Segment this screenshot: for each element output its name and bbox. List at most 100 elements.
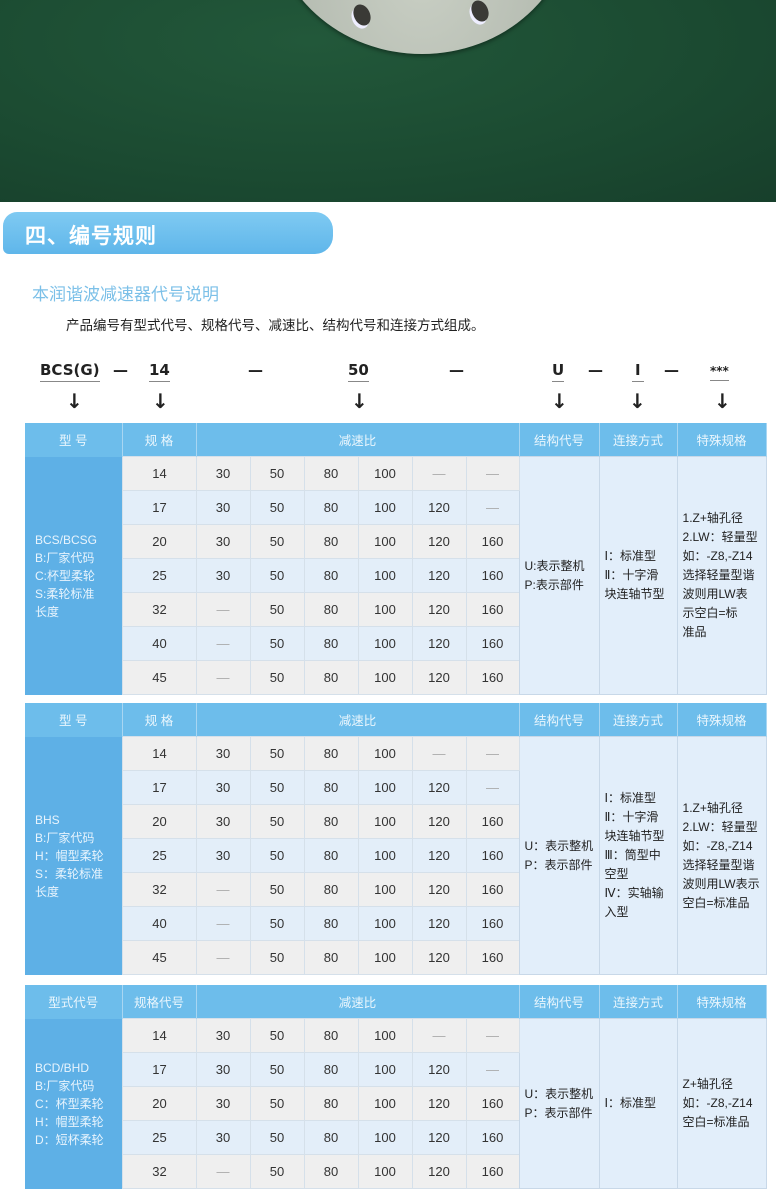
column-header: 结构代号 <box>519 703 600 737</box>
ratio-cell: 50 <box>249 1086 305 1121</box>
table-row: 20 30 50 80 100 120 160 <box>25 804 766 839</box>
table-row: 40—50 80 100 120 160 <box>25 906 766 941</box>
table-row: 17 30 50 80 100 120— <box>25 770 766 805</box>
ratio-cell: — <box>195 626 251 661</box>
ratio-cell: 30 <box>195 804 251 839</box>
type-code-text: BCS/BCSG B:厂家代码 C:杯型柔轮 S:柔轮标准 长度 <box>35 532 98 619</box>
spec-table-2: 型 号规 格减速比 结构代号 连接方式 特殊规格 BHS B:厂家代码 H：帽型柔轮 S… <box>25 703 767 975</box>
ratio-cell: 160 <box>465 872 520 907</box>
table-row: 40—50 80 100 120 160 <box>25 626 766 661</box>
ratio-cell: 160 <box>465 626 520 661</box>
ratio-cell: 160 <box>465 838 520 873</box>
ratio-cell: 50 <box>249 1154 305 1189</box>
ratio-cell: 80 <box>303 626 359 661</box>
special-spec-cell: Z+轴孔径 如：-Z8,-Z14 空白=标准品 <box>676 1018 767 1189</box>
ratio-cell: 80 <box>303 490 359 525</box>
structure-code-cell: U：表示整机 P：表示部件 <box>518 736 600 975</box>
ratio-cell: 120 <box>411 1086 467 1121</box>
ratio-cell: 100 <box>357 1086 413 1121</box>
arrow-down-icon: ↓ <box>629 389 646 413</box>
table-header-row: 型 号规 格减速比 结构代号 连接方式 特殊规格 <box>25 423 767 457</box>
ratio-cell: 100 <box>357 490 413 525</box>
size-cell: 25 <box>121 838 197 873</box>
ratio-cell: 100 <box>357 558 413 593</box>
size-cell: 14 <box>121 456 197 491</box>
ratio-cell: 100 <box>357 456 413 491</box>
column-header: 减速比 <box>196 423 520 457</box>
code-separator: — <box>248 361 263 379</box>
ratio-cell: 100 <box>357 660 413 695</box>
column-header: 规 格 <box>122 703 197 737</box>
column-header: 规 格 <box>122 423 197 457</box>
column-header: 型 号 <box>25 423 123 457</box>
size-cell: 17 <box>121 1052 197 1087</box>
ratio-cell: 50 <box>249 940 305 975</box>
ratio-cell: 50 <box>249 736 305 771</box>
code-connection: I <box>632 361 644 382</box>
ratio-cell: 50 <box>249 660 305 695</box>
ratio-cell: 30 <box>195 770 251 805</box>
structure-code-cell-text: U：表示整机 P：表示部件 <box>524 838 594 872</box>
size-cell: 45 <box>121 940 197 975</box>
ratio-cell: 50 <box>249 770 305 805</box>
section-title: 四、编号规则 <box>25 224 157 248</box>
ratio-cell: 120 <box>411 940 467 975</box>
arrow-down-icon: ↓ <box>66 389 83 413</box>
size-cell: 32 <box>121 592 197 627</box>
size-cell: 14 <box>121 1018 197 1053</box>
structure-code-cell-text: U:表示整机 P:表示部件 <box>524 558 585 592</box>
ratio-cell: 100 <box>357 804 413 839</box>
connection-method-cell: Ⅰ：标准型 Ⅱ：十字滑 块连轴节型 Ⅲ：筒型中 空型 Ⅳ：实轴输 入型 <box>598 736 678 975</box>
ratio-cell: 80 <box>303 770 359 805</box>
ratio-cell: 50 <box>249 872 305 907</box>
size-cell: 40 <box>121 626 197 661</box>
section-subtitle: 本润谐波减速器代号说明 <box>32 285 219 305</box>
ratio-cell: 160 <box>465 1086 520 1121</box>
ratio-cell: 50 <box>249 558 305 593</box>
column-header: 特殊规格 <box>677 423 767 457</box>
screw-hole-icon <box>468 0 492 25</box>
structure-code-cell: U:表示整机 P:表示部件 <box>518 456 600 695</box>
ratio-cell: — <box>465 1018 520 1053</box>
ratio-cell: — <box>411 736 467 771</box>
ratio-cell: — <box>195 872 251 907</box>
ratio-cell: 100 <box>357 1120 413 1155</box>
special-spec-cell: 1.Z+轴孔径 2.LW：轻量型 如：-Z8,-Z14 选择轻量型谐 波则用LW… <box>676 456 767 695</box>
connection-method-cell-text: Ⅰ：标准型 Ⅱ：十字滑 块连轴节型 <box>604 549 665 601</box>
table-row: 25 30 50 80 100 120 160 <box>25 1120 766 1155</box>
section-banner: 四、编号规则 <box>3 212 333 254</box>
size-cell: 25 <box>121 1120 197 1155</box>
table-row: 20 30 50 80 100 120 160 <box>25 1086 766 1121</box>
connection-method-cell-text: Ⅰ：标准型 <box>604 1096 657 1110</box>
type-code-text: BCD/BHD B:厂家代码 C：杯型柔轮 H：帽型柔轮 D：短杯柔轮 <box>35 1060 104 1147</box>
ratio-cell: — <box>411 456 467 491</box>
table-row: 17 30 50 80 100 120— <box>25 490 766 525</box>
ratio-cell: 50 <box>249 906 305 941</box>
ratio-cell: 120 <box>411 872 467 907</box>
table-row: 20 30 50 80 100 120 160 <box>25 524 766 559</box>
ratio-cell: 30 <box>195 736 251 771</box>
ratio-cell: — <box>195 940 251 975</box>
ratio-cell: 120 <box>411 1120 467 1155</box>
column-header: 特殊规格 <box>677 703 767 737</box>
ratio-cell: 100 <box>357 1154 413 1189</box>
ratio-cell: 50 <box>249 804 305 839</box>
reducer-flange-image <box>272 0 572 54</box>
ratio-cell: 80 <box>303 524 359 559</box>
special-spec-cell-text: 1.Z+轴孔径 2.LW：轻量型 如：-Z8,-Z14 选择轻量型谐 波则用LW… <box>682 800 760 910</box>
ratio-cell: 160 <box>465 558 520 593</box>
connection-method-cell: Ⅰ：标准型 Ⅱ：十字滑 块连轴节型 <box>598 456 678 695</box>
table-row: 17 30 50 80 100 120— <box>25 1052 766 1087</box>
ratio-cell: 160 <box>465 592 520 627</box>
code-ratio: 50 <box>348 361 369 382</box>
ratio-cell: 30 <box>195 524 251 559</box>
ratio-cell: 100 <box>357 838 413 873</box>
ratio-cell: — <box>465 736 520 771</box>
size-cell: 32 <box>121 872 197 907</box>
ratio-cell: 100 <box>357 1052 413 1087</box>
ratio-cell: 80 <box>303 1052 359 1087</box>
code-separator: — <box>588 361 603 379</box>
ratio-cell: 30 <box>195 456 251 491</box>
spec-table-3: 型式代号 规格代号 减速比 结构代号 连接方式 特殊规格 BCD/BHD B:厂家代码 C：… <box>25 985 767 1189</box>
ratio-cell: 160 <box>465 804 520 839</box>
